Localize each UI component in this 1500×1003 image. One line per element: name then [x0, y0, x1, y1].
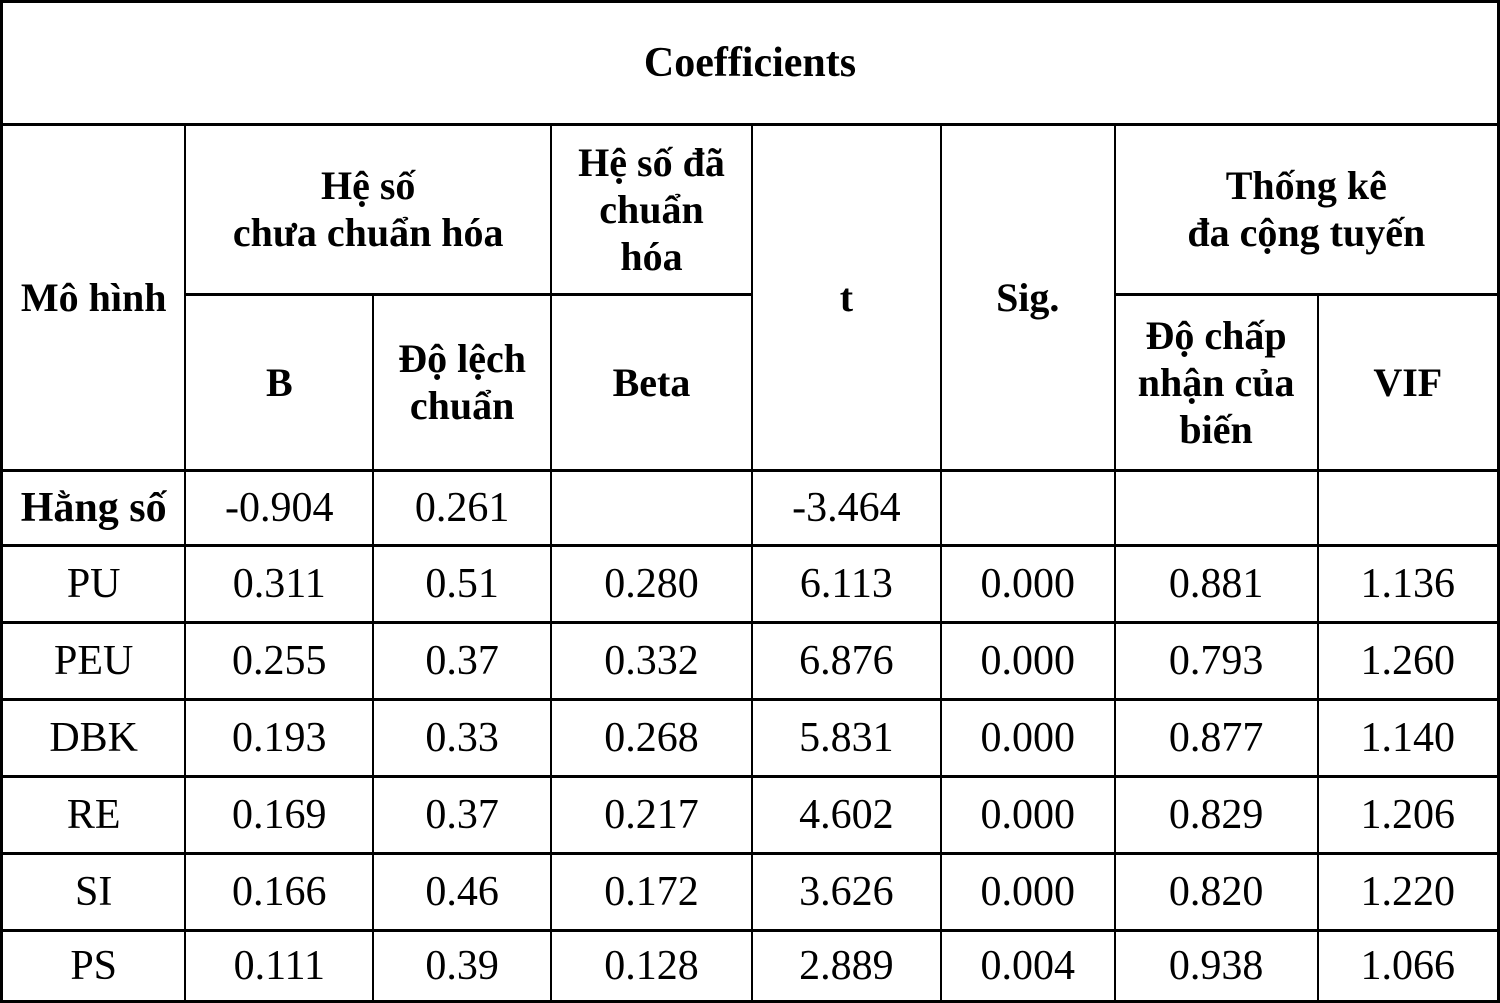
cell-vif: 1.066: [1316, 928, 1500, 1003]
col-header-standardized-coefficients: Hệ số đã chuẩn hóa: [550, 122, 753, 297]
cell-beta: 0.128: [550, 928, 753, 1003]
cell-sig: 0.000: [939, 697, 1116, 778]
cell-t: 3.626: [750, 851, 942, 932]
cell-sig: 0.004: [939, 928, 1116, 1003]
row-label: PEU: [0, 620, 187, 701]
cell-tolerance: 0.829: [1113, 774, 1319, 855]
col-header-std-error: Độ lệch chuẩn: [372, 293, 553, 472]
col-header-tolerance: Độ chấp nhận của biến: [1113, 293, 1319, 472]
cell-b: 0.111: [184, 928, 375, 1003]
cell-beta: 0.280: [550, 543, 753, 624]
table-row-si: SI 0.166 0.46 0.172 3.626 0.000 0.820 1.…: [0, 851, 1500, 932]
table-row-re: RE 0.169 0.37 0.217 4.602 0.000 0.829 1.…: [0, 774, 1500, 855]
cell-sig: 0.000: [939, 543, 1116, 624]
col-header-b: B: [184, 293, 375, 472]
col-header-collinearity-statistics: Thống kê đa cộng tuyến: [1113, 122, 1500, 297]
col-header-beta: Beta: [550, 293, 753, 472]
row-label: PU: [0, 543, 187, 624]
cell-b: 0.166: [184, 851, 375, 932]
table-row-pu: PU 0.311 0.51 0.280 6.113 0.000 0.881 1.…: [0, 543, 1500, 624]
cell-t: 6.876: [750, 620, 942, 701]
cell-std-error: 0.39: [372, 928, 553, 1003]
header-row-subcolumns: B Độ lệch chuẩn Beta Độ chấp nhận của bi…: [2, 293, 1500, 472]
cell-b: -0.904: [184, 468, 375, 547]
table-row-dbk: DBK 0.193 0.33 0.268 5.831 0.000 0.877 1…: [0, 697, 1500, 778]
cell-tolerance: 0.938: [1113, 928, 1319, 1003]
cell-b: 0.311: [184, 543, 375, 624]
cell-tolerance: 0.820: [1113, 851, 1319, 932]
table-row-peu: PEU 0.255 0.37 0.332 6.876 0.000 0.793 1…: [0, 620, 1500, 701]
cell-std-error: 0.46: [372, 851, 553, 932]
cell-t: 5.831: [750, 697, 942, 778]
cell-beta: 0.217: [550, 774, 753, 855]
row-label: Hằng số: [0, 468, 187, 547]
cell-t: -3.464: [750, 468, 942, 547]
col-header-model: Mô hình: [0, 122, 187, 472]
cell-vif: 1.140: [1316, 697, 1500, 778]
cell-tolerance: 0.881: [1113, 543, 1319, 624]
cell-sig: 0.000: [939, 774, 1116, 855]
cell-tolerance: 0.793: [1113, 620, 1319, 701]
cell-t: 4.602: [750, 774, 942, 855]
cell-sig: [939, 468, 1116, 547]
cell-vif: 1.220: [1316, 851, 1500, 932]
row-label: DBK: [0, 697, 187, 778]
cell-beta: [550, 468, 753, 547]
table-title-row: Coefficients: [0, 0, 1500, 126]
header-row-groups: Mô hình Hệ số chưa chuẩn hóa Hệ số đã ch…: [0, 122, 1500, 472]
cell-std-error: 0.261: [372, 468, 553, 547]
row-label: PS: [0, 928, 187, 1003]
col-header-t: t: [750, 122, 942, 472]
cell-std-error: 0.37: [372, 774, 553, 855]
table-row-ps: PS 0.111 0.39 0.128 2.889 0.004 0.938 1.…: [0, 928, 1500, 1003]
cell-vif: [1316, 468, 1500, 547]
cell-t: 6.113: [750, 543, 942, 624]
cell-vif: 1.206: [1316, 774, 1500, 855]
cell-beta: 0.268: [550, 697, 753, 778]
cell-b: 0.255: [184, 620, 375, 701]
cell-t: 2.889: [750, 928, 942, 1003]
cell-beta: 0.172: [550, 851, 753, 932]
cell-std-error: 0.51: [372, 543, 553, 624]
cell-vif: 1.260: [1316, 620, 1500, 701]
cell-sig: 0.000: [939, 620, 1116, 701]
cell-sig: 0.000: [939, 851, 1116, 932]
cell-b: 0.169: [184, 774, 375, 855]
row-label: SI: [0, 851, 187, 932]
col-header-unstandardized-coefficients: Hệ số chưa chuẩn hóa: [184, 122, 553, 297]
cell-b: 0.193: [184, 697, 375, 778]
table-row-constant: Hằng số -0.904 0.261 -3.464: [0, 468, 1500, 547]
row-label: RE: [0, 774, 187, 855]
table-title: Coefficients: [0, 0, 1500, 126]
col-header-sig: Sig.: [939, 122, 1116, 472]
cell-tolerance: 0.877: [1113, 697, 1319, 778]
cell-vif: 1.136: [1316, 543, 1500, 624]
col-header-vif: VIF: [1316, 293, 1500, 472]
cell-tolerance: [1113, 468, 1319, 547]
cell-std-error: 0.33: [372, 697, 553, 778]
cell-beta: 0.332: [550, 620, 753, 701]
cell-std-error: 0.37: [372, 620, 553, 701]
